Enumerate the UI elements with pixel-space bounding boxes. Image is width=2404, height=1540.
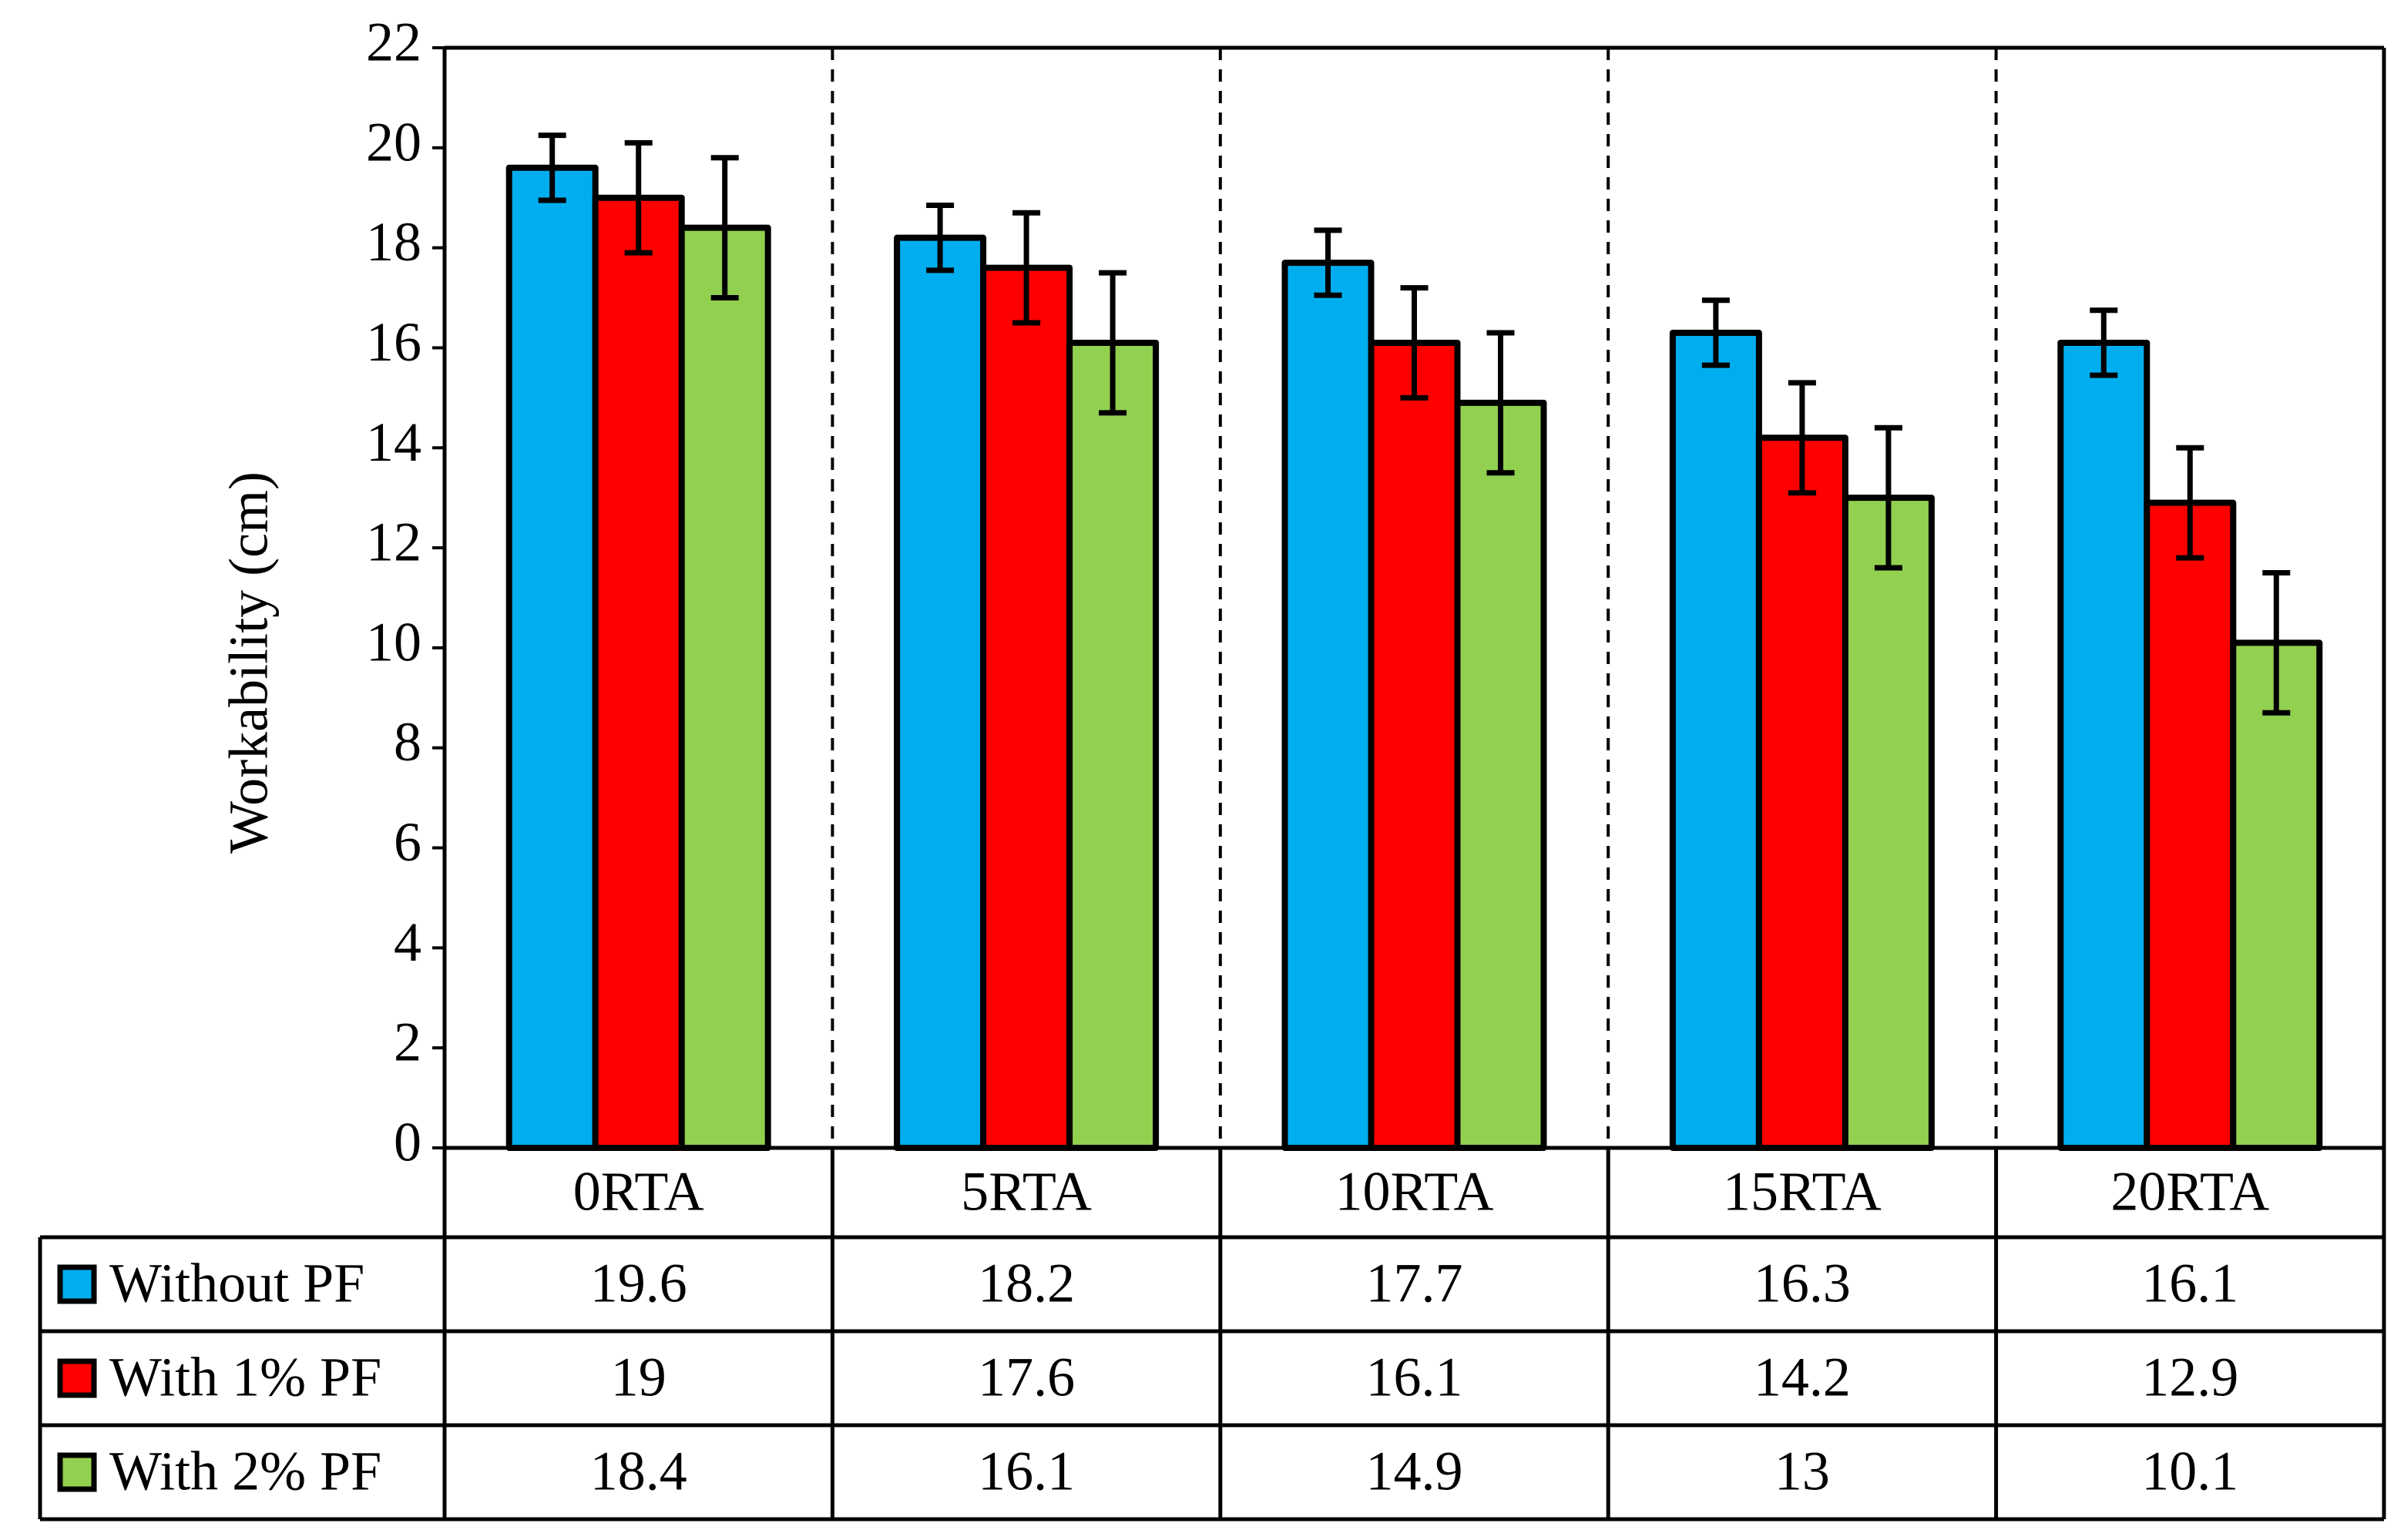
bars <box>505 164 2323 1152</box>
bar-with-1-pf-5rta <box>980 264 1073 1152</box>
y-tick-label: 22 <box>366 12 421 73</box>
y-tick-label: 14 <box>366 411 421 473</box>
y-tick-label: 4 <box>394 911 421 973</box>
error-bar <box>538 133 566 203</box>
error-bar <box>2090 307 2118 378</box>
table-cell-value: 16.3 <box>1754 1253 1851 1314</box>
error-bar <box>1012 210 1041 326</box>
error-bar <box>624 139 653 256</box>
error-bar <box>1701 297 1730 368</box>
legend-key-with-1-pf <box>57 1358 97 1398</box>
y-axis-title: Workability (cm) <box>218 471 280 854</box>
data-table: 0RTA 5RTA 10RTA 15RTA 20RTA Without PF 19.6 18.… <box>38 1148 2386 1522</box>
error-bar <box>1314 227 1342 298</box>
table-cell-value: 10.1 <box>2141 1441 2238 1502</box>
legend-label: With 2% PF <box>109 1441 381 1502</box>
error-bar <box>1486 330 1515 476</box>
bar-with-1-pf-10rta <box>1368 339 1461 1151</box>
table-cell-value: 19.6 <box>590 1253 687 1314</box>
legend-label: Without PF <box>109 1253 364 1314</box>
table-cell-value: 18.2 <box>978 1253 1075 1314</box>
error-bar <box>1099 270 1127 416</box>
y-tick-label: 6 <box>394 811 421 873</box>
category-label-0rta: 0RTA <box>573 1161 704 1223</box>
table-cell-value: 14.9 <box>1366 1441 1463 1502</box>
bar-with-1-pf-0rta <box>592 194 685 1151</box>
legend-key-with-2-pf <box>57 1452 97 1492</box>
bar-with-2-pf-20rta <box>2230 639 2323 1151</box>
table-cell-value: 17.7 <box>1366 1253 1463 1314</box>
bar-with-1-pf-15rta <box>1755 434 1848 1151</box>
category-label-5rta: 5RTA <box>961 1161 1092 1223</box>
bar-with-2-pf-15rta <box>1842 495 1935 1151</box>
y-tick-label: 18 <box>366 211 421 273</box>
table-cell-value: 18.4 <box>590 1441 687 1502</box>
table-cell-value: 16.1 <box>2141 1253 2238 1314</box>
bar-without-pf-15rta <box>1669 329 1762 1151</box>
category-label-10rta: 10RTA <box>1335 1161 1494 1223</box>
table-cell-value: 12.9 <box>2141 1347 2238 1408</box>
error-bar <box>710 155 739 301</box>
error-bar <box>1400 285 1429 401</box>
y-tick-label: 12 <box>366 512 421 573</box>
y-tick-label: 2 <box>394 1012 421 1073</box>
bar-without-pf-10rta <box>1281 260 1375 1151</box>
table-cell-value: 19 <box>611 1347 666 1408</box>
bar-with-2-pf-5rta <box>1066 339 1160 1151</box>
error-bars <box>538 133 2291 716</box>
legend-key-without-pf <box>57 1264 97 1304</box>
category-dividers <box>831 48 1998 1148</box>
error-bar <box>926 202 955 273</box>
bar-without-pf-0rta <box>505 164 599 1151</box>
table-cell-value: 16.1 <box>978 1441 1075 1502</box>
table-cell-value: 13 <box>1774 1441 1830 1502</box>
bar-with-2-pf-0rta <box>678 224 771 1151</box>
error-bar <box>2262 570 2291 716</box>
table-cell-value: 17.6 <box>978 1347 1075 1408</box>
error-bar <box>2176 445 2204 561</box>
bar-with-2-pf-10rta <box>1454 399 1547 1151</box>
bar-without-pf-5rta <box>894 234 987 1151</box>
bar-with-1-pf-20rta <box>2144 499 2237 1151</box>
y-tick-label: 0 <box>394 1112 421 1173</box>
error-bar <box>1788 380 1816 496</box>
legend-label: With 1% PF <box>109 1347 381 1408</box>
category-label-15rta: 15RTA <box>1723 1161 1882 1223</box>
error-bar <box>1874 424 1902 571</box>
y-tick-label: 8 <box>394 711 421 773</box>
bar-without-pf-20rta <box>2057 339 2151 1151</box>
y-tick-label: 20 <box>366 111 421 173</box>
y-tick-label: 10 <box>366 611 421 673</box>
y-axis: 0 2 4 6 8 10 12 14 16 18 20 22 <box>366 12 445 1173</box>
table-cell-value: 16.1 <box>1366 1347 1463 1408</box>
table-cell-value: 14.2 <box>1754 1347 1851 1408</box>
y-tick-label: 16 <box>366 311 421 373</box>
category-label-20rta: 20RTA <box>2110 1161 2269 1223</box>
